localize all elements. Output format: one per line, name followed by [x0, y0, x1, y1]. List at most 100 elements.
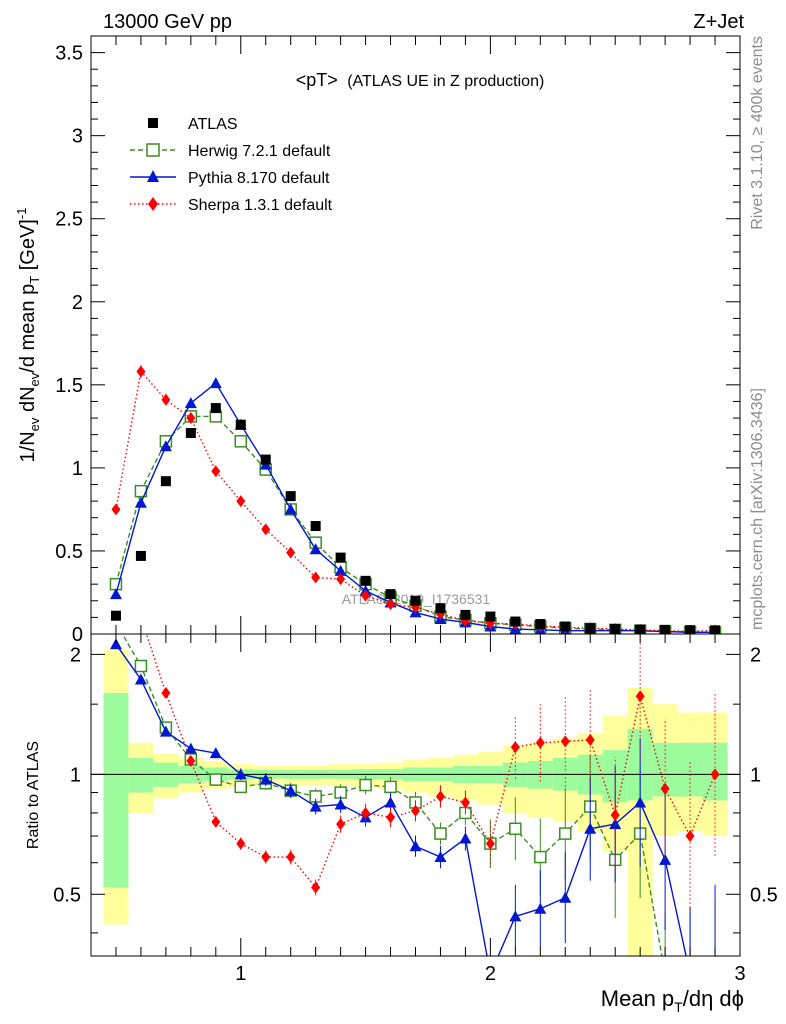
ratio-point-sherpa: [635, 690, 645, 703]
data-point-sherpa: [286, 546, 296, 559]
ratio-point-sherpa: [286, 851, 296, 864]
ratio-point-pythia: [184, 742, 197, 754]
header-right: Z+Jet: [693, 11, 744, 33]
ratio-band-inner: [527, 761, 553, 789]
legend-label-herwig: Herwig 7.2.1 default: [188, 143, 331, 160]
legend-marker-herwig: [146, 143, 160, 157]
x-axis-label: Mean pT/dη dϕ: [601, 986, 744, 1015]
ylabel-part-c: /d mean p: [17, 284, 39, 373]
data-point-sherpa: [211, 465, 221, 478]
data-point-atlas: [310, 521, 321, 532]
y-tick-label: 0.5: [55, 541, 83, 563]
data-point-sherpa: [161, 393, 171, 406]
ratio-point-sherpa: [411, 804, 420, 817]
legend-label-atlas: ATLAS: [188, 116, 238, 133]
legend-marker-pythia: [147, 170, 159, 182]
main-data: [109, 365, 722, 634]
ylabel-sup-d: -1: [14, 208, 29, 220]
data-point-pythia: [209, 377, 222, 389]
y-tick-label: 1: [72, 458, 83, 480]
data-point-atlas: [510, 616, 521, 627]
ylabel-sub-a: ev: [27, 417, 42, 431]
ratio-point-pythia: [284, 784, 297, 796]
legend-label-sherpa: Sherpa 1.3.1 default: [188, 197, 333, 214]
data-point-atlas: [160, 476, 171, 487]
data-point-atlas: [460, 609, 471, 620]
ratio-point-herwig: [559, 827, 572, 840]
data-point-atlas: [235, 419, 246, 430]
ratio-point-pythia: [584, 822, 597, 834]
ratio-point-sherpa: [161, 686, 171, 699]
y-tick-label: 3: [72, 126, 83, 148]
ratio-point-pythia: [159, 725, 172, 737]
y-tick-label: 3.5: [55, 43, 83, 65]
ratio-panel: 1 2 3 0.5 0.5 1 1 2 2: [53, 633, 778, 985]
ratio-point-pythia: [134, 673, 147, 685]
y-tick-label: 2.5: [55, 209, 83, 231]
y-tick-label: 1.5: [55, 375, 83, 397]
x-tick-label: 3: [734, 963, 745, 985]
data-point-sherpa: [136, 365, 146, 378]
ratio-data: [109, 634, 720, 956]
data-point-sherpa: [236, 495, 246, 508]
ratio-point-herwig: [384, 780, 397, 794]
ratio-point-herwig: [509, 822, 522, 836]
ratio-point-pythia: [659, 853, 672, 865]
ratio-point-pythia: [384, 796, 397, 808]
ratio-point-sherpa: [610, 809, 620, 822]
y-tick-label: 2: [72, 292, 83, 314]
data-point-atlas: [560, 621, 571, 632]
data-point-sherpa: [386, 598, 396, 611]
ratio-point-herwig: [234, 780, 248, 794]
ratio-point-pythia: [559, 891, 572, 903]
data-point-atlas: [535, 619, 546, 630]
ratio-point-pythia: [234, 768, 247, 780]
ratio-point-sherpa: [685, 830, 695, 843]
header-left: 13000 GeV pp: [103, 11, 232, 33]
ratio-point-herwig: [534, 850, 547, 864]
data-point-sherpa: [361, 589, 371, 602]
ratio-point-pythia: [434, 851, 447, 863]
ratio-point-sherpa: [336, 818, 346, 831]
ratio-y-tick-label: 2: [70, 644, 81, 666]
ratio-band-inner: [677, 742, 703, 797]
main-panel: 00.511.522.533.5 ATLAS_2019_I1736531: [55, 35, 741, 646]
ratio-point-sherpa: [710, 768, 720, 781]
ratio-point-pythia: [109, 638, 122, 650]
ylabel-sub-b: ev: [27, 372, 42, 386]
ratio-y-axis-label: Ratio to ATLAS: [25, 741, 42, 849]
ratio-point-pythia: [409, 840, 422, 852]
legend-label-pythia: Pythia 8.170 default: [188, 170, 330, 187]
data-point-pythia: [109, 588, 122, 600]
ratio-point-herwig: [359, 778, 372, 792]
ylabel-part-a: 1/N: [17, 431, 39, 462]
ratio-point-sherpa: [435, 790, 445, 803]
ratio-point-sherpa: [660, 782, 670, 795]
ratio-point-pythia: [459, 832, 472, 844]
data-point-sherpa: [336, 573, 346, 586]
side-text-mcplots: mcplots.cern.ch [arXiv:1306.3436]: [749, 388, 766, 630]
data-point-pythia: [334, 564, 347, 576]
ratio-point-pythia: [609, 818, 622, 830]
data-point-atlas: [360, 575, 371, 586]
data-point-atlas: [185, 428, 196, 439]
ratio-point-pythia: [209, 747, 222, 759]
ratio-point-sherpa: [261, 851, 271, 864]
ratio-band-inner: [128, 757, 154, 793]
y-axis-label: 1/Nev dNev/d mean pT [GeV]-1: [14, 208, 42, 463]
ratio-point-herwig: [134, 659, 148, 673]
ratio-point-herwig: [434, 827, 447, 840]
data-point-atlas: [410, 595, 421, 606]
data-point-atlas: [485, 611, 496, 622]
chart-title: <pT> (ATLAS UE in Z production): [296, 70, 545, 90]
data-point-herwig: [234, 435, 248, 448]
ratio-y-tick-label-right: 0.5: [750, 884, 778, 906]
ratio-point-sherpa: [211, 815, 221, 828]
data-point-pythia: [134, 496, 147, 508]
data-point-atlas: [135, 550, 146, 561]
ratio-point-sherpa: [311, 881, 321, 894]
data-point-atlas: [660, 624, 671, 634]
data-point-atlas: [110, 610, 121, 621]
data-point-sherpa: [311, 571, 321, 584]
